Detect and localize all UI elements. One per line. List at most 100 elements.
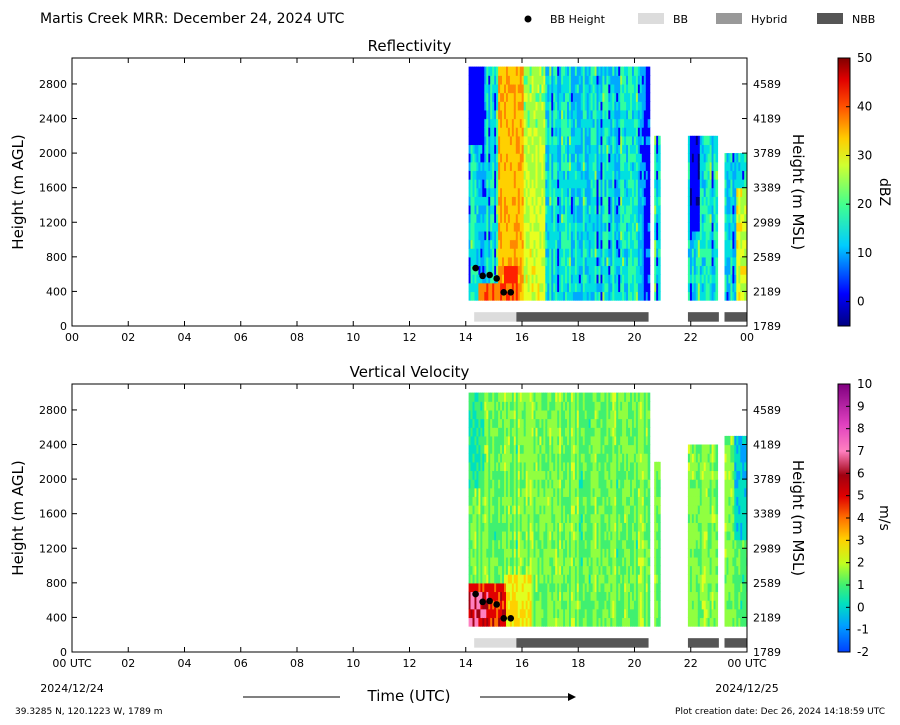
heatmap-cell [545, 75, 548, 85]
heatmap-cell [551, 66, 554, 76]
heatmap-cell [596, 135, 600, 146]
heatmap-cell [488, 161, 491, 171]
heatmap-cell [494, 435, 497, 446]
heatmap-cell [553, 496, 556, 506]
heatmap-cell [549, 256, 552, 267]
heatmap-cell [598, 101, 602, 111]
heatmap-cell [584, 291, 588, 301]
heatmap-cell [622, 265, 625, 275]
heatmap-cell [569, 66, 572, 76]
heatmap-cell [709, 135, 713, 146]
heatmap-cell [707, 196, 711, 206]
heatmap-cell [630, 75, 633, 85]
heatmap-cell [576, 522, 580, 532]
heatmap-cell [576, 170, 580, 180]
heatmap-cell [576, 479, 580, 489]
heatmap-cell [484, 161, 487, 171]
heatmap-cell [580, 118, 584, 128]
heatmap-cell [596, 101, 600, 111]
heatmap-cell [545, 418, 548, 428]
heatmap-cell [509, 66, 513, 76]
heatmap-cell [633, 75, 637, 85]
heatmap-cell [504, 479, 507, 489]
heatmap-cell [687, 291, 691, 301]
heatmap-cell [515, 256, 519, 267]
heatmap-cell [557, 127, 560, 137]
heatmap-cell [507, 92, 511, 102]
heatmap-cell [598, 496, 602, 506]
heatmap-cell [482, 401, 485, 411]
heatmap-cell [513, 505, 517, 515]
heatmap-cell [513, 513, 517, 523]
heatmap-cell [596, 222, 600, 232]
heatmap-cell [620, 118, 623, 128]
heatmap-cell [561, 66, 564, 76]
heatmap-cell [557, 274, 560, 284]
heatmap-cell [592, 461, 596, 472]
bb-height-point [479, 272, 486, 280]
heatmap-cell [633, 66, 637, 76]
heatmap-cell [574, 574, 578, 584]
heatmap-cell [598, 435, 602, 446]
heatmap-cell [504, 392, 507, 402]
heatmap-cell [478, 170, 481, 180]
heatmap-cell [507, 453, 511, 463]
heatmap-cell [507, 531, 511, 541]
heatmap-cell [563, 479, 566, 489]
heatmap-cell [535, 75, 539, 85]
heatmap-cell [691, 153, 695, 163]
heatmap-cell [515, 213, 519, 223]
heatmap-cell [626, 83, 629, 94]
heatmap-cell [590, 444, 594, 454]
heatmap-cell [478, 239, 481, 249]
heatmap-cell [539, 401, 542, 411]
heatmap-cell [622, 256, 625, 267]
heatmap-cell [656, 291, 659, 301]
heatmap-cell [547, 556, 550, 567]
heatmap-cell [641, 187, 645, 197]
heatmap-cell [612, 196, 615, 206]
heatmap-cell [578, 274, 582, 284]
heatmap-cell [504, 179, 507, 189]
heatmap-cell [559, 101, 562, 111]
heatmap-cell [590, 161, 594, 171]
heatmap-cell [602, 461, 605, 472]
heatmap-cell [616, 256, 619, 267]
heatmap-cell [596, 170, 600, 180]
heatmap-cell [507, 479, 511, 489]
heatmap-cell [711, 265, 715, 275]
heatmap-cell [624, 187, 627, 197]
heatmap-cell [513, 170, 517, 180]
heatmap-cell [612, 265, 615, 275]
heatmap-cell [632, 196, 635, 206]
heatmap-cell [531, 135, 535, 146]
heatmap-cell [496, 196, 499, 206]
heatmap-cell [529, 127, 533, 137]
heatmap-cell [545, 187, 548, 197]
heatmap-cell [561, 479, 564, 489]
heatmap-cell [707, 213, 711, 223]
heatmap-cell [561, 556, 564, 567]
heatmap-cell [490, 470, 493, 480]
heatmap-cell [486, 548, 489, 558]
heatmap-cell [541, 496, 544, 506]
heatmap-cell [570, 75, 574, 85]
heatmap-cell [596, 479, 600, 489]
heatmap-cell [531, 187, 535, 197]
heatmap-cell [521, 582, 525, 593]
heatmap-cell [697, 135, 701, 146]
heatmap-cell [576, 548, 580, 558]
heatmap-cell [576, 617, 580, 627]
heatmap-cell [468, 239, 472, 249]
heatmap-cell [504, 427, 507, 437]
heatmap-cell [517, 144, 521, 154]
heatmap-cell [515, 470, 519, 480]
heatmap-cell [521, 265, 525, 275]
heatmap-cell [630, 179, 633, 189]
heatmap-cell [523, 153, 527, 163]
heatmap-cell [494, 453, 497, 463]
heatmap-cell [574, 75, 578, 85]
heatmap-cell [521, 75, 525, 85]
heatmap-cell [549, 565, 552, 575]
heatmap-cell [580, 435, 584, 446]
